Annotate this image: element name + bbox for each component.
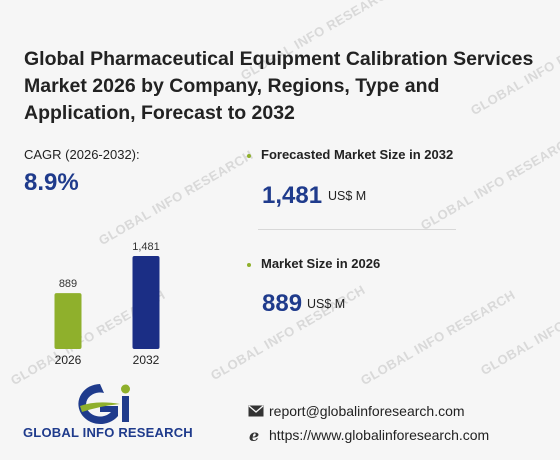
email-link[interactable]: report@globalinforesearch.com: [269, 403, 465, 419]
bullet-icon: [247, 263, 251, 267]
forecast-label: Forecasted Market Size in 2032: [261, 147, 454, 162]
bar-value-label: 1,481: [132, 241, 160, 253]
bullet-icon: [247, 154, 251, 158]
x-tick-label: 2032: [133, 353, 160, 367]
page-title: Global Pharmaceutical Equipment Calibrat…: [24, 48, 534, 124]
cagr-value: 8.9%: [24, 169, 79, 196]
forecast-value: 1,481: [262, 182, 323, 209]
current-label: Market Size in 2026: [261, 256, 381, 271]
bar-2026: [54, 293, 82, 349]
bar-value-label: 889: [59, 278, 77, 290]
browser-icon: e: [249, 427, 259, 443]
divider: [258, 229, 456, 230]
svg-text:e: e: [249, 427, 259, 443]
logo-text: GLOBAL INFO RESEARCH: [23, 425, 193, 440]
website-link[interactable]: https://www.globalinforesearch.com: [269, 427, 490, 443]
forecast-unit: US$ M: [328, 189, 367, 203]
bar-2032: [132, 256, 160, 349]
x-tick-label: 2026: [55, 353, 82, 367]
global-info-research-logo-icon: [78, 384, 130, 424]
cagr-label: CAGR (2026-2032):: [24, 147, 140, 162]
current-value: 889: [262, 290, 303, 317]
email-icon: [248, 405, 264, 417]
current-unit: US$ M: [307, 297, 346, 311]
